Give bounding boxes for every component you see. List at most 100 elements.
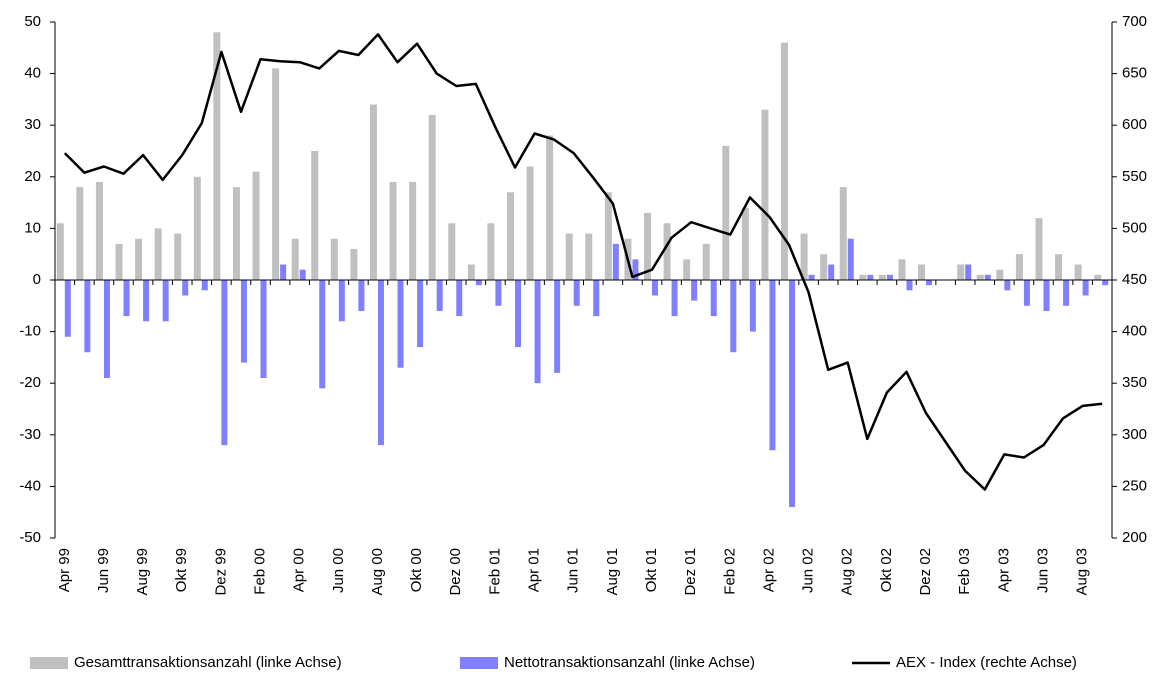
bar xyxy=(683,259,691,280)
bar xyxy=(789,280,796,508)
bar xyxy=(377,280,384,446)
bar xyxy=(1074,264,1082,280)
y-tick-label: 0 xyxy=(33,271,41,288)
bar xyxy=(565,233,573,280)
bar xyxy=(534,280,541,384)
y-tick-label: -50 xyxy=(19,529,41,546)
bar xyxy=(495,280,502,306)
bar xyxy=(291,238,299,280)
bar xyxy=(996,269,1004,280)
line xyxy=(63,33,1103,491)
y2-tick-label: 550 xyxy=(1122,168,1147,185)
bar xyxy=(722,145,730,280)
bar xyxy=(76,187,84,280)
bar xyxy=(1094,274,1102,280)
bar xyxy=(781,42,789,280)
bar xyxy=(886,274,893,280)
x-tick-label: Feb 03 xyxy=(956,548,973,595)
bar xyxy=(554,280,561,373)
y-tick-label: -30 xyxy=(19,426,41,443)
bar xyxy=(1055,254,1063,280)
bar xyxy=(319,280,326,389)
y-tick-label: 30 xyxy=(24,116,41,133)
y-tick-label: -10 xyxy=(19,323,41,340)
bar xyxy=(1035,218,1043,280)
bar xyxy=(652,280,659,296)
bar xyxy=(456,280,463,317)
bar xyxy=(800,233,808,280)
bar xyxy=(252,171,260,280)
bar xyxy=(1082,280,1089,296)
y2-tick-label: 250 xyxy=(1122,477,1147,494)
bar xyxy=(984,274,991,280)
bar xyxy=(1004,280,1011,291)
x-tick-label: Feb 00 xyxy=(251,548,268,595)
y-tick-label: -40 xyxy=(19,477,41,494)
bar xyxy=(260,280,267,379)
x-tick-label: Okt 00 xyxy=(408,548,425,592)
bar xyxy=(409,181,417,280)
bar xyxy=(702,243,710,280)
bar xyxy=(213,32,221,280)
bar xyxy=(154,228,162,280)
y2-tick-label: 600 xyxy=(1122,116,1147,133)
x-tick-label: Apr 03 xyxy=(995,548,1012,592)
bar xyxy=(417,280,424,348)
bar xyxy=(847,238,854,280)
x-tick-label: Jun 02 xyxy=(800,548,817,593)
bar xyxy=(918,264,926,280)
y2-tick-label: 700 xyxy=(1122,13,1147,30)
bar xyxy=(135,238,143,280)
y2-tick-label: 300 xyxy=(1122,426,1147,443)
bar xyxy=(604,192,612,280)
bar xyxy=(828,264,835,280)
bar xyxy=(906,280,913,291)
bar xyxy=(1063,280,1070,306)
bar xyxy=(808,274,815,280)
x-tick-label: Feb 02 xyxy=(721,548,738,595)
bar xyxy=(761,109,769,280)
bar xyxy=(859,274,867,280)
x-tick-label: Aug 00 xyxy=(369,548,386,596)
bar xyxy=(358,280,365,311)
bar xyxy=(428,114,436,280)
x-tick-label: Jun 00 xyxy=(330,548,347,593)
bar xyxy=(741,207,749,280)
bar xyxy=(573,280,580,306)
y2-tick-label: 650 xyxy=(1122,65,1147,82)
y2-tick-label: 450 xyxy=(1122,271,1147,288)
y-tick-label: 50 xyxy=(24,13,41,30)
x-tick-label: Apr 01 xyxy=(526,548,543,592)
bar xyxy=(867,274,874,280)
bar xyxy=(475,280,482,286)
bar xyxy=(448,223,456,280)
bar xyxy=(644,212,652,280)
y-tick-label: 40 xyxy=(24,65,41,82)
bar xyxy=(839,187,847,280)
bar xyxy=(710,280,717,317)
bar xyxy=(749,280,756,332)
bar xyxy=(506,192,514,280)
bar xyxy=(56,223,64,280)
x-tick-label: Dez 02 xyxy=(917,548,934,596)
x-tick-label: Apr 02 xyxy=(760,548,777,592)
x-tick-label: Dez 00 xyxy=(447,548,464,596)
bar xyxy=(730,280,737,353)
bar xyxy=(240,280,247,363)
y2-tick-label: 500 xyxy=(1122,219,1147,236)
bar xyxy=(663,223,671,280)
x-tick-label: Feb 01 xyxy=(486,548,503,595)
y2-tick-label: 350 xyxy=(1122,374,1147,391)
bar xyxy=(280,264,287,280)
bar xyxy=(632,259,639,280)
bar xyxy=(272,68,280,280)
bar xyxy=(769,280,776,451)
x-tick-label: Dez 01 xyxy=(682,548,699,596)
bar xyxy=(182,280,189,296)
bar xyxy=(369,104,377,280)
y2-tick-label: 400 xyxy=(1122,323,1147,340)
bar xyxy=(201,280,208,291)
bar xyxy=(965,264,972,280)
x-tick-label: Jun 99 xyxy=(95,548,112,593)
bar xyxy=(193,176,201,280)
